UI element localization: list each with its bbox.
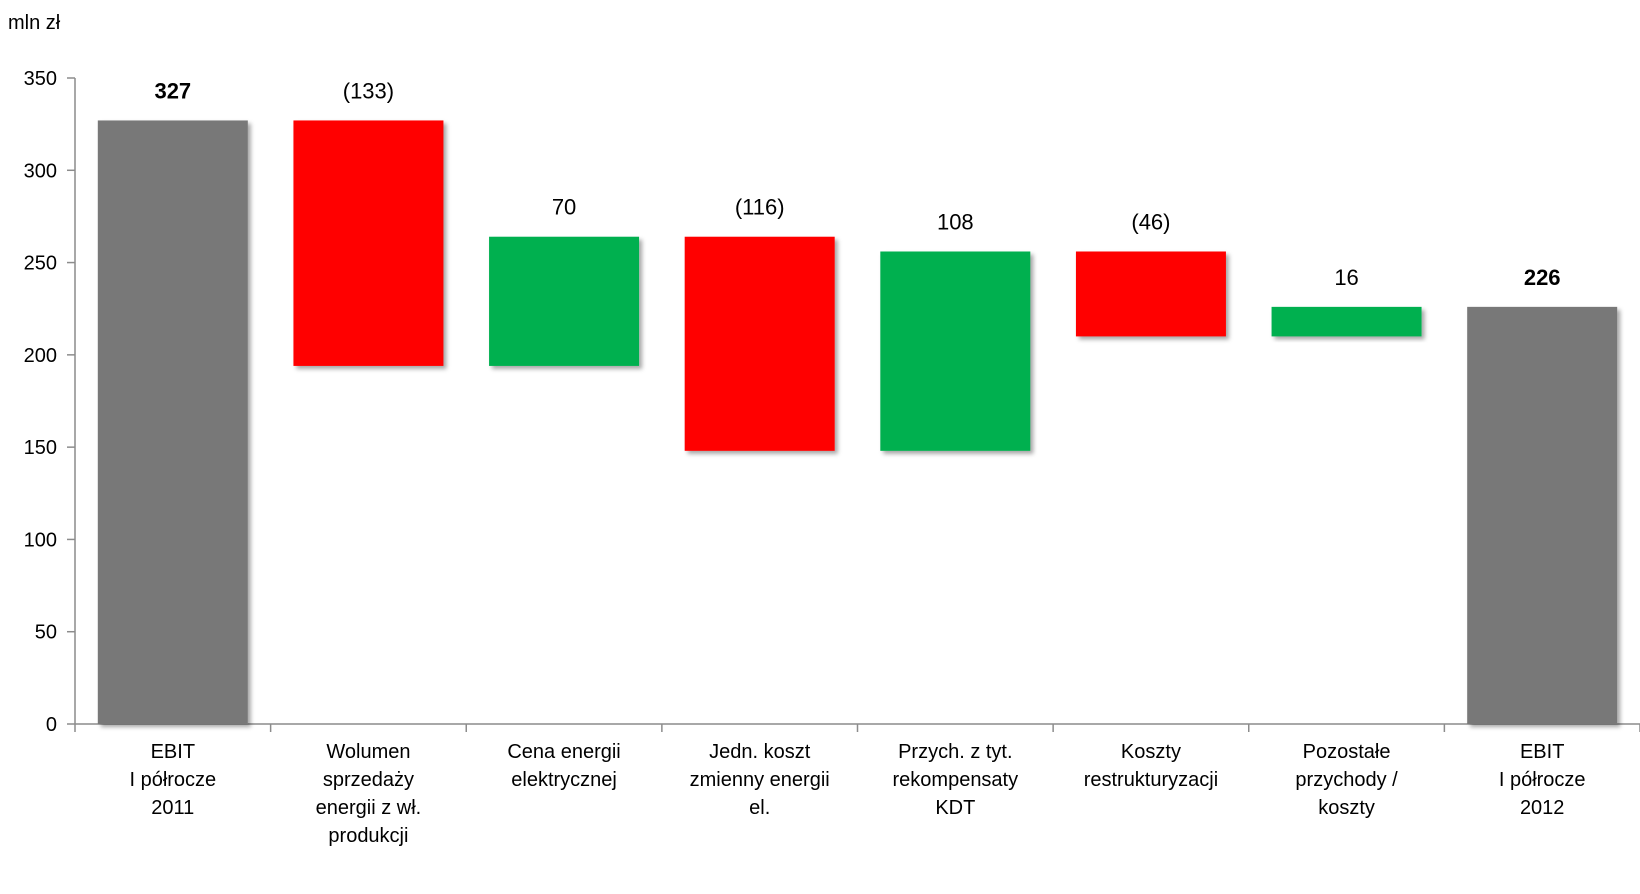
y-tick-label: 350 bbox=[24, 68, 57, 90]
value-label: 226 bbox=[1524, 265, 1561, 290]
unit-label: mln zł bbox=[8, 12, 61, 34]
total-bar bbox=[1467, 306, 1618, 724]
labels: 327 EBIT I półrocze 2011 (133) Wolumen sprzeda… bbox=[129, 78, 1585, 847]
category-label: Przych. z tyt. rekompensaty KDT bbox=[893, 741, 1019, 819]
value-label: 70 bbox=[552, 195, 576, 220]
increase-bar bbox=[489, 236, 640, 366]
decrease-bar bbox=[293, 120, 444, 366]
category-label: Cena energii elektrycznej bbox=[507, 741, 620, 791]
y-tick-label: 250 bbox=[24, 253, 57, 275]
category-label: Wolumen sprzedaży energii z wł. produkcji bbox=[316, 741, 422, 847]
y-tick-label: 200 bbox=[24, 345, 57, 367]
category-label: Koszty restrukturyzacji bbox=[1084, 741, 1218, 791]
value-label: (46) bbox=[1131, 209, 1170, 234]
axes: 0 50 100 150 200 250 300 350 bbox=[24, 68, 1640, 736]
y-tick-label: 100 bbox=[24, 529, 57, 551]
category-label: EBIT I półrocze 2011 bbox=[129, 741, 216, 819]
y-tick-label: 0 bbox=[46, 714, 57, 736]
value-label: 327 bbox=[154, 78, 191, 103]
decrease-bar bbox=[1075, 251, 1226, 337]
value-label: (116) bbox=[735, 195, 785, 220]
y-tick-label: 50 bbox=[35, 622, 57, 644]
value-label: (133) bbox=[343, 78, 394, 103]
total-bar bbox=[97, 120, 248, 725]
category-label: EBIT I półrocze 2012 bbox=[1499, 741, 1586, 819]
value-label: 16 bbox=[1334, 265, 1358, 290]
increase-bar bbox=[1271, 306, 1422, 337]
y-tick-label: 300 bbox=[24, 160, 57, 182]
y-tick-label: 150 bbox=[24, 437, 57, 459]
category-label: Pozostałe przychody / koszty bbox=[1295, 741, 1398, 819]
increase-bar bbox=[880, 251, 1031, 451]
decrease-bar bbox=[684, 236, 835, 451]
value-label: 108 bbox=[937, 209, 974, 234]
category-label: Jedn. koszt zmienny energii el. bbox=[690, 741, 830, 819]
bars bbox=[97, 120, 1618, 725]
